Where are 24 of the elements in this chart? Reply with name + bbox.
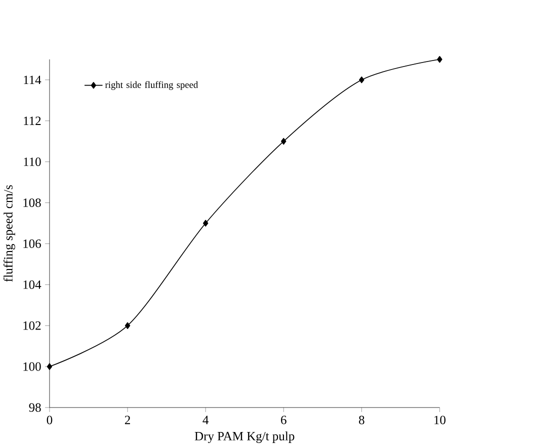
y-axis-title: fluffing speed cm/s bbox=[4, 185, 16, 282]
x-tick-label: 8 bbox=[358, 416, 364, 425]
y-tick-label: 108 bbox=[23, 198, 41, 208]
y-tick-label: 114 bbox=[24, 76, 42, 84]
x-tick-label: 4 bbox=[202, 416, 209, 424]
x-tick-label: 2 bbox=[124, 416, 130, 424]
x-tick-label: 10 bbox=[434, 416, 446, 425]
point bbox=[359, 76, 364, 84]
y-tick-label: 98 bbox=[29, 404, 41, 412]
y-tick-label: 104 bbox=[23, 280, 42, 290]
x-axis-title: Dry PAM Kg/t pulp bbox=[194, 432, 294, 444]
y-tick-label: 106 bbox=[23, 240, 41, 248]
y-tick-label: 110 bbox=[24, 158, 41, 166]
point bbox=[202, 220, 208, 227]
y-tick-label: 112 bbox=[24, 116, 41, 126]
point bbox=[280, 138, 286, 145]
x-tick-label: 6 bbox=[280, 416, 286, 424]
y-tick-label: 100 bbox=[23, 362, 41, 372]
point bbox=[437, 56, 442, 63]
y-tick-label: 102 bbox=[23, 322, 41, 330]
point bbox=[46, 363, 52, 370]
point bbox=[124, 322, 130, 330]
x-tick-label: 0 bbox=[46, 416, 52, 425]
legend-label: right side fluffing speed bbox=[105, 81, 198, 90]
